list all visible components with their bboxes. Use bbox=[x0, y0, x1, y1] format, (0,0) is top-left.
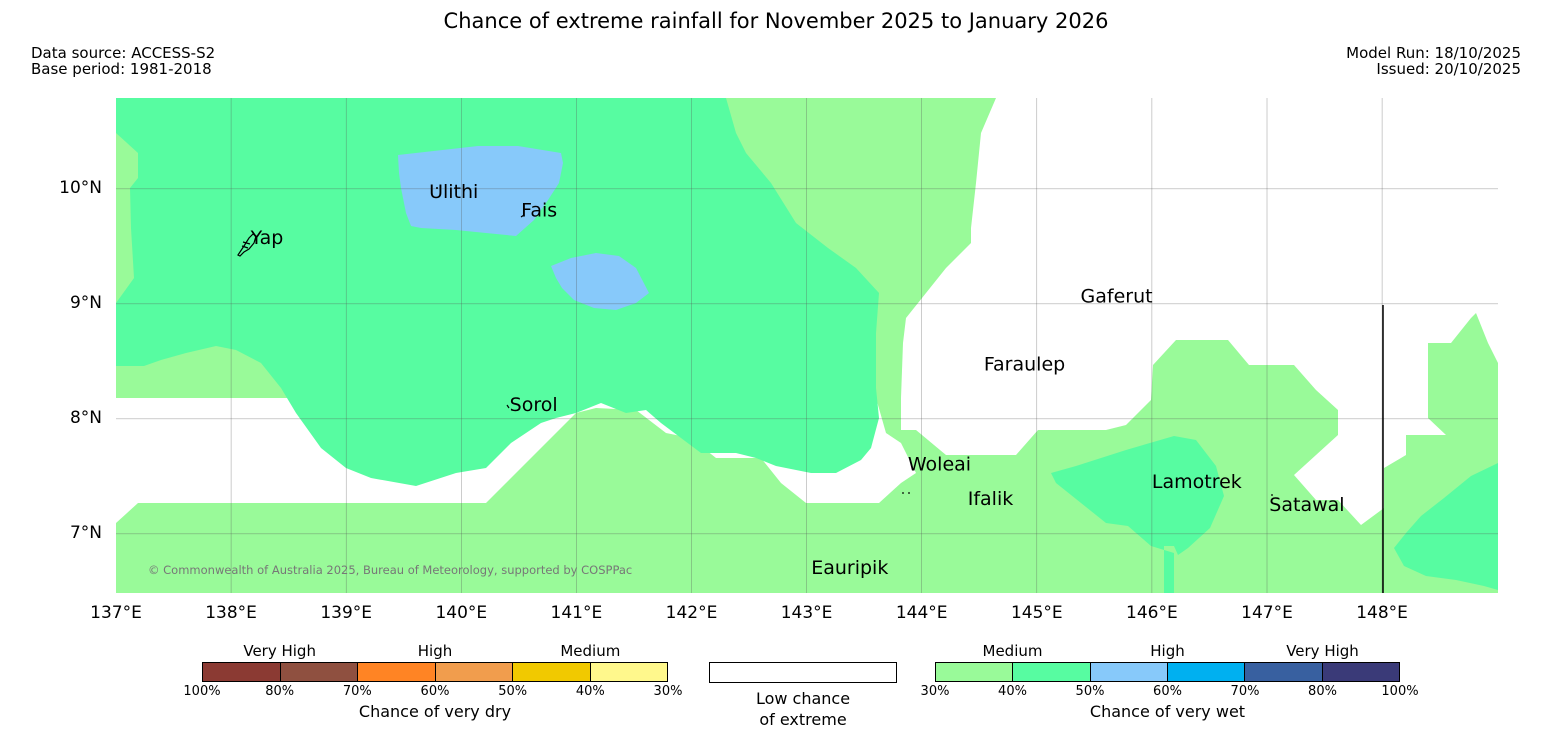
zone-wet-medium-40-50 bbox=[116, 98, 1498, 593]
wet-swatch bbox=[1321, 663, 1399, 681]
dry-tick-label: 70% bbox=[342, 684, 372, 699]
dry-tick-label: 100% bbox=[183, 684, 221, 699]
ifalik-island-icon bbox=[908, 492, 910, 494]
meta-right: Model Run: 18/10/2025 Issued: 20/10/2025 bbox=[1346, 45, 1521, 77]
wet-tick-label: 50% bbox=[1075, 684, 1105, 699]
longitude-tick-label: 141°E bbox=[550, 603, 603, 623]
dry-color-bar bbox=[202, 662, 668, 682]
dry-tick-label: 80% bbox=[265, 684, 295, 699]
data-source: Data source: ACCESS-S2 bbox=[31, 44, 216, 62]
wet-category-label: Medium bbox=[982, 642, 1043, 660]
longitude-tick-label: 138°E bbox=[205, 603, 257, 623]
map-canvas: Yap Ulithi Fais Gaferut Faraulep Sorol Woleai I… bbox=[116, 98, 1498, 593]
dry-swatch bbox=[203, 663, 280, 681]
wet-tick-label: 70% bbox=[1230, 684, 1260, 699]
place-label-eauripik: Eauripik bbox=[811, 557, 888, 579]
neutral-label-line1: Low chance bbox=[755, 689, 851, 708]
dry-tick-label: 60% bbox=[420, 684, 450, 699]
copyright-notice: © Commonwealth of Australia 2025, Bureau… bbox=[148, 563, 632, 577]
neutral-label: Low chance of extreme bbox=[709, 688, 897, 730]
longitude-tick-label: 147°E bbox=[1241, 603, 1293, 623]
longitude-tick-label: 139°E bbox=[320, 603, 373, 623]
dry-swatch bbox=[589, 663, 667, 681]
wet-swatch bbox=[936, 663, 1013, 681]
place-label-lamotrek: Lamotrek bbox=[1152, 471, 1242, 493]
longitude-tick-label: 140°E bbox=[435, 603, 488, 623]
neutral-label-line2: of extreme bbox=[759, 710, 847, 729]
wet-tick-label: 80% bbox=[1308, 684, 1337, 699]
satawal-island-icon bbox=[1271, 494, 1273, 496]
yap-island-icon bbox=[237, 233, 257, 257]
longitude-tick-label: 144°E bbox=[895, 603, 948, 623]
place-label-yap: Yap bbox=[250, 227, 284, 249]
wet-tick-label: 30% bbox=[920, 684, 950, 699]
wet-category-label: Very High bbox=[1286, 642, 1359, 660]
neutral-swatch bbox=[709, 662, 897, 683]
place-label-gaferut: Gaferut bbox=[1081, 286, 1153, 308]
wet-scale-title: Chance of very wet bbox=[1089, 702, 1246, 721]
place-label-woleai: Woleai bbox=[908, 454, 971, 476]
zone-wet-high-50-60 bbox=[398, 146, 649, 310]
place-labels: Yap Ulithi Fais Gaferut Faraulep Sorol Woleai I… bbox=[250, 181, 1345, 579]
place-label-ifalik: Ifalik bbox=[968, 488, 1014, 510]
dry-swatch bbox=[357, 663, 435, 681]
place-label-ulithi: Ulithi bbox=[429, 181, 478, 203]
graticule bbox=[116, 98, 1498, 593]
issued-date: Issued: 20/10/2025 bbox=[1376, 60, 1521, 78]
latitude-tick-label: 9°N bbox=[69, 292, 102, 313]
dry-swatch bbox=[512, 663, 590, 681]
place-label-faraulep: Faraulep bbox=[984, 354, 1065, 376]
longitude-tick-label: 146°E bbox=[1126, 603, 1178, 623]
wet-swatch bbox=[1244, 663, 1322, 681]
dry-tick-label: 30% bbox=[653, 684, 683, 699]
dry-swatch bbox=[279, 663, 357, 681]
dry-category-label: High bbox=[417, 642, 453, 660]
wet-swatch bbox=[1166, 663, 1245, 681]
longitude-tick-label: 148°E bbox=[1356, 603, 1408, 623]
fais-island-icon bbox=[520, 214, 525, 218]
wet-swatch bbox=[1089, 663, 1167, 681]
dry-tick-label: 40% bbox=[575, 684, 605, 699]
map-title: Chance of extreme rainfall for November … bbox=[443, 9, 1109, 33]
longitude-tick-label: 145°E bbox=[1010, 603, 1063, 623]
place-label-sorol: Sorol bbox=[510, 394, 558, 416]
meta-left: Data source: ACCESS-S2 Base period: 1981… bbox=[31, 45, 215, 77]
base-period: Base period: 1981-2018 bbox=[31, 60, 212, 78]
latitude-tick-label: 10°N bbox=[59, 177, 102, 198]
dry-category-label: Very High bbox=[243, 642, 316, 660]
longitude-tick-label: 137°E bbox=[90, 603, 142, 623]
dry-category-label: Medium bbox=[560, 642, 621, 660]
latitude-tick-label: 7°N bbox=[69, 522, 102, 543]
sorol-island-icon bbox=[506, 404, 510, 409]
rainfall-map[interactable]: Yap Ulithi Fais Gaferut Faraulep Sorol Woleai I… bbox=[116, 98, 1498, 593]
dry-scale-title: Chance of very dry bbox=[358, 702, 512, 721]
woleai-island-icon bbox=[902, 492, 904, 494]
wet-tick-label: 40% bbox=[998, 684, 1027, 699]
model-run: Model Run: 18/10/2025 bbox=[1346, 44, 1521, 62]
dry-tick-label: 50% bbox=[498, 684, 528, 699]
wet-tick-label: 60% bbox=[1153, 684, 1182, 699]
longitude-tick-label: 143°E bbox=[780, 603, 833, 623]
wet-color-bar bbox=[935, 662, 1400, 682]
place-label-fais: Fais bbox=[521, 199, 557, 221]
dry-swatch bbox=[434, 663, 512, 681]
place-label-satawal: Satawal bbox=[1269, 494, 1344, 516]
longitude-tick-label: 142°E bbox=[665, 603, 718, 623]
wet-swatch bbox=[1012, 663, 1090, 681]
latitude-tick-label: 8°N bbox=[69, 407, 102, 428]
ulithi-island-icon bbox=[436, 187, 438, 189]
wet-tick-label: 100% bbox=[1381, 684, 1419, 699]
wet-category-label: High bbox=[1150, 642, 1185, 660]
